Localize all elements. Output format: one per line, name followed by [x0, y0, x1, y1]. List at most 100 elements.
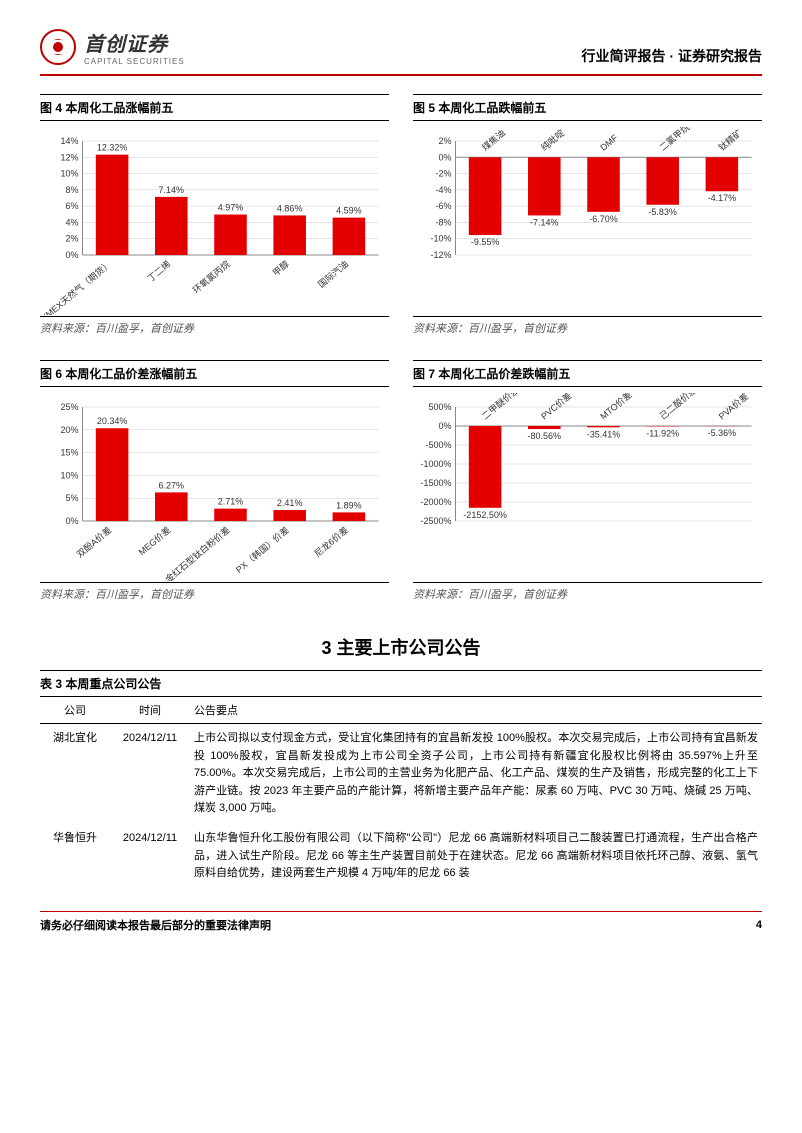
chart-7-source: 资料来源：百川盈孚，首创证券 — [413, 583, 762, 610]
svg-text:500%: 500% — [428, 402, 451, 412]
svg-text:7.14%: 7.14% — [159, 185, 185, 195]
chart-svg: 0%2%4%6%8%10%12%14%12.32%天然气(NYMEX天然气（期货… — [40, 127, 389, 315]
svg-text:10%: 10% — [60, 470, 78, 480]
svg-text:2.41%: 2.41% — [277, 498, 303, 508]
svg-text:4.97%: 4.97% — [218, 203, 244, 213]
cell-company: 华鲁恒升 — [40, 824, 110, 889]
svg-text:-7.14%: -7.14% — [530, 217, 559, 227]
cell-date: 2024/12/11 — [110, 824, 190, 889]
svg-text:-9.55%: -9.55% — [471, 237, 500, 247]
logo-icon — [40, 29, 76, 65]
svg-text:6%: 6% — [65, 201, 78, 211]
table-row: 湖北宜化2024/12/11上市公司拟以支付现金方式，受让宜化集团持有的宜昌新发… — [40, 724, 762, 824]
chart-7: 图 7 本周化工品价差跌幅前五 -2500%-2000%-1500%-1000%… — [413, 360, 762, 610]
svg-text:丁二烯: 丁二烯 — [145, 258, 173, 284]
svg-text:二甲醚价差: 二甲醚价差 — [479, 393, 521, 422]
svg-text:-1500%: -1500% — [420, 478, 451, 488]
announcements-table: 公司 时间 公告要点 湖北宜化2024/12/11上市公司拟以支付现金方式，受让… — [40, 696, 762, 889]
bar — [155, 197, 188, 255]
bar — [333, 512, 366, 521]
svg-text:-6.70%: -6.70% — [589, 214, 618, 224]
bar — [587, 426, 620, 427]
chart-svg: -2500%-2000%-1500%-1000%-500%0%500%-2152… — [413, 393, 762, 581]
svg-text:1.89%: 1.89% — [336, 500, 362, 510]
bar — [96, 428, 129, 521]
svg-text:PVA价差: PVA价差 — [716, 393, 750, 422]
svg-text:12%: 12% — [60, 152, 78, 162]
svg-text:0%: 0% — [438, 152, 451, 162]
svg-text:-35.41%: -35.41% — [587, 429, 621, 439]
bar — [155, 492, 188, 521]
chart-4: 图 4 本周化工品涨幅前五 0%2%4%6%8%10%12%14%12.32%天… — [40, 94, 389, 344]
bar — [469, 426, 502, 508]
chart-6-title: 图 6 本周化工品价差涨幅前五 — [40, 360, 389, 387]
section-3-title: 3 主要上市公司公告 — [40, 634, 762, 660]
bar — [528, 426, 561, 429]
logo-text-cn: 首创证券 — [84, 28, 185, 57]
svg-text:-11.92%: -11.92% — [646, 428, 679, 438]
svg-text:-6%: -6% — [435, 201, 451, 211]
bar — [333, 218, 366, 255]
svg-text:-2000%: -2000% — [420, 497, 451, 507]
svg-text:PVC价差: PVC价差 — [539, 393, 574, 422]
company-logo: 首创证券 CAPITAL SECURITIES — [40, 28, 185, 66]
table-row: 华鲁恒升2024/12/11山东华鲁恒升化工股份有限公司（以下简称"公司"）尼龙… — [40, 824, 762, 889]
chart-7-title: 图 7 本周化工品价差跌幅前五 — [413, 360, 762, 387]
page-footer: 请务必仔细阅读本报告最后部分的重要法律声明 4 — [40, 911, 762, 938]
header-right-text: 行业简评报告 · 证券研究报告 — [582, 46, 762, 66]
svg-text:12.32%: 12.32% — [97, 143, 128, 153]
chart-4-title: 图 4 本周化工品涨幅前五 — [40, 94, 389, 121]
cell-summary: 山东华鲁恒升化工股份有限公司（以下简称"公司"）尼龙 66 高端新材料项目己二酸… — [190, 824, 762, 889]
svg-text:-5.83%: -5.83% — [648, 207, 677, 217]
chart-6-source: 资料来源：百川盈孚，首创证券 — [40, 583, 389, 610]
svg-text:甲醇: 甲醇 — [270, 258, 291, 278]
svg-text:钛精矿: 钛精矿 — [716, 127, 744, 153]
svg-text:天然气(NYMEX天然气（期货）: 天然气(NYMEX天然气（期货） — [40, 258, 113, 315]
bar — [706, 157, 739, 191]
svg-text:2.71%: 2.71% — [218, 497, 244, 507]
svg-text:-10%: -10% — [430, 234, 451, 244]
svg-text:0%: 0% — [65, 516, 78, 526]
svg-text:纯吡啶: 纯吡啶 — [539, 127, 567, 153]
svg-text:8%: 8% — [65, 185, 78, 195]
svg-text:20.34%: 20.34% — [97, 416, 128, 426]
svg-text:2%: 2% — [65, 234, 78, 244]
chart-5: 图 5 本周化工品跌幅前五 -12%-10%-8%-6%-4%-2%0%2%-9… — [413, 94, 762, 344]
svg-text:PX（韩国）价差: PX（韩国）价差 — [233, 524, 291, 575]
bar — [587, 157, 620, 212]
bar — [96, 155, 129, 255]
svg-text:国际汽油: 国际汽油 — [316, 258, 351, 290]
svg-text:二氯甲烷: 二氯甲烷 — [657, 127, 692, 153]
svg-text:10%: 10% — [60, 169, 78, 179]
svg-text:4.86%: 4.86% — [277, 203, 303, 213]
svg-text:尼龙6价差: 尼龙6价差 — [312, 524, 350, 559]
bar — [214, 215, 247, 255]
svg-text:4%: 4% — [65, 217, 78, 227]
svg-text:-5.36%: -5.36% — [708, 428, 737, 438]
svg-text:-80.56%: -80.56% — [528, 431, 562, 441]
svg-text:环氧氯丙烷: 环氧氯丙烷 — [190, 258, 232, 295]
svg-text:-2152.50%: -2152.50% — [463, 510, 507, 520]
svg-text:25%: 25% — [60, 402, 78, 412]
header-rule — [40, 74, 762, 76]
svg-text:2%: 2% — [438, 136, 451, 146]
svg-text:20%: 20% — [60, 425, 78, 435]
col-summary: 公告要点 — [190, 697, 762, 724]
chart-svg: -12%-10%-8%-6%-4%-2%0%2%-9.55%煤焦油-7.14%纯… — [413, 127, 762, 315]
svg-text:-4.17%: -4.17% — [708, 193, 737, 203]
svg-text:MTO价差: MTO价差 — [598, 393, 634, 422]
col-company: 公司 — [40, 697, 110, 724]
page-number: 4 — [756, 919, 762, 931]
svg-text:DMF: DMF — [598, 132, 620, 153]
svg-text:金红石型钛白粉价差: 金红石型钛白粉价差 — [163, 524, 232, 581]
svg-text:14%: 14% — [60, 136, 78, 146]
svg-text:煤焦油: 煤焦油 — [479, 127, 507, 153]
chart-4-source: 资料来源：百川盈孚，首创证券 — [40, 317, 389, 344]
report-header: 首创证券 CAPITAL SECURITIES 行业简评报告 · 证券研究报告 — [40, 28, 762, 72]
chart-5-title: 图 5 本周化工品跌幅前五 — [413, 94, 762, 121]
svg-text:-1000%: -1000% — [420, 459, 451, 469]
cell-company: 湖北宜化 — [40, 724, 110, 824]
svg-text:-4%: -4% — [435, 185, 451, 195]
svg-text:15%: 15% — [60, 448, 78, 458]
svg-text:-2%: -2% — [435, 169, 451, 179]
